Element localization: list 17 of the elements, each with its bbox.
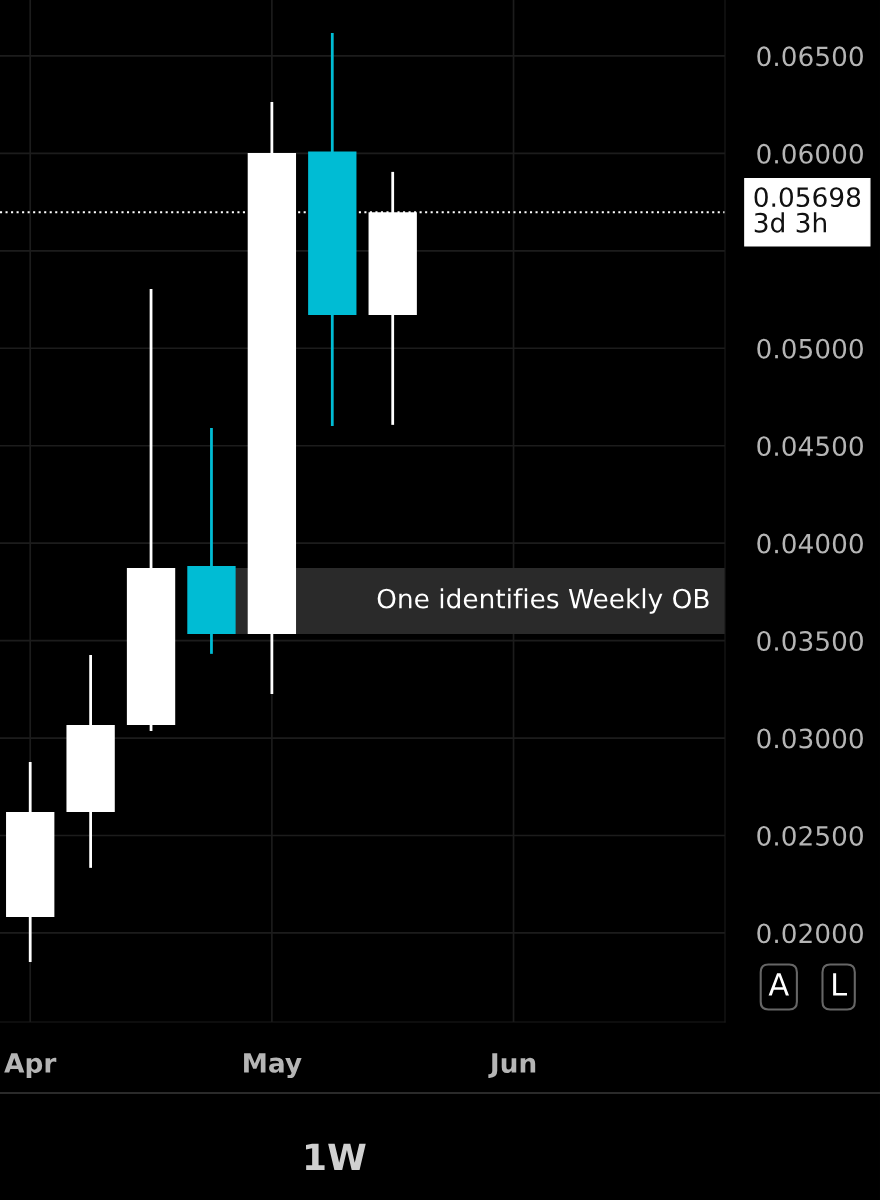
x-tick-label: Apr	[4, 1053, 57, 1079]
band-label: One identifies Weekly OB	[377, 588, 709, 614]
text: L	[833, 973, 847, 996]
x-tick-label: May	[244, 1053, 302, 1079]
y-tick-label: 0.03500	[757, 631, 863, 651]
y-tick-label: 0.05000	[757, 338, 863, 359]
ref-line-label: 0.05698 3d 3h	[754, 187, 861, 233]
y-tick-label: 0.03000	[757, 728, 863, 749]
x-tick-label: Jun	[488, 1053, 536, 1078]
y-tick-label: 0.06500	[757, 46, 863, 67]
text: A	[768, 973, 789, 996]
y-tick-label: 0.02500	[757, 825, 863, 846]
text: 1W	[306, 1143, 366, 1170]
y-tick-label: 0.06000	[757, 143, 863, 164]
y-tick-label: 0.04000	[757, 533, 863, 554]
y-tick-label: 0.04500	[757, 436, 863, 457]
y-tick-label: 0.02000	[757, 923, 863, 944]
